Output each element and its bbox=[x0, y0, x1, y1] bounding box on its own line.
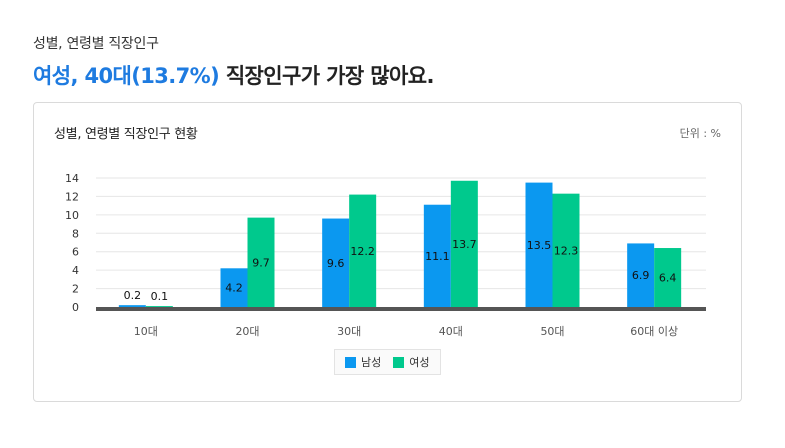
data-label: 4.2 bbox=[225, 282, 243, 295]
data-label: 6.9 bbox=[632, 269, 650, 282]
y-tick-label: 10 bbox=[65, 209, 79, 222]
legend-label-male: 남성 bbox=[361, 356, 382, 369]
data-label: 0.2 bbox=[124, 289, 142, 302]
data-label: 13.7 bbox=[452, 238, 477, 251]
y-tick-label: 2 bbox=[72, 283, 79, 296]
x-tick-label: 30대 bbox=[337, 325, 361, 338]
data-label: 11.1 bbox=[425, 250, 450, 263]
legend-swatch-male bbox=[345, 356, 356, 368]
bar-male bbox=[118, 305, 146, 307]
headline: 여성, 40대(13.7%) 직장인구가 가장 많아요. bbox=[33, 60, 434, 90]
bar-female bbox=[450, 180, 478, 307]
data-label: 9.7 bbox=[252, 256, 270, 269]
y-tick-label: 0 bbox=[72, 301, 79, 314]
bar-male bbox=[220, 268, 248, 307]
y-tick-label: 14 bbox=[65, 172, 79, 185]
x-tick-label: 60대 이상 bbox=[630, 325, 678, 338]
x-tick-label: 10대 bbox=[134, 325, 158, 338]
y-tick-label: 8 bbox=[72, 227, 79, 240]
headline-rest: 직장인구가 가장 많아요. bbox=[219, 64, 435, 88]
bar-male bbox=[627, 243, 655, 307]
data-label: 12.3 bbox=[554, 244, 579, 257]
x-axis-line bbox=[96, 307, 706, 311]
x-tick-label: 50대 bbox=[540, 325, 564, 338]
bar-female bbox=[654, 248, 682, 307]
unit-label: 단위 : % bbox=[679, 127, 721, 140]
y-tick-label: 6 bbox=[72, 246, 79, 259]
bar-male bbox=[322, 218, 350, 307]
bar-female bbox=[247, 217, 275, 307]
data-label: 6.4 bbox=[659, 272, 677, 285]
data-label: 13.5 bbox=[527, 239, 552, 252]
headline-highlight: 여성, 40대(13.7%) bbox=[33, 64, 220, 88]
legend-item-female[interactable]: 여성 bbox=[393, 354, 430, 370]
bar-chart: 0 2 4 6 8 10 12 14 0.2 0.1 10대 4.2 9.7 20대 9.6 12.2 30대 1… bbox=[65, 172, 706, 338]
legend-label-female: 여성 bbox=[409, 356, 430, 369]
section-title: 성별, 연령별 직장인구 bbox=[33, 36, 159, 52]
data-label: 12.2 bbox=[350, 245, 375, 258]
bar-female bbox=[349, 194, 377, 307]
data-label: 9.6 bbox=[327, 257, 345, 270]
chart-legend[interactable]: 남성 여성 bbox=[334, 349, 441, 375]
data-label: 0.1 bbox=[151, 290, 169, 303]
chart-title: 성별, 연령별 직장인구 현황 bbox=[54, 127, 198, 142]
bar-female bbox=[145, 306, 173, 308]
bar-female bbox=[552, 193, 580, 307]
chart-card: 성별, 연령별 직장인구 현황 단위 : % 0 2 4 6 8 10 12 14 0.2 0.1… bbox=[33, 102, 742, 402]
x-tick-label: 40대 bbox=[439, 325, 463, 338]
x-tick-label: 20대 bbox=[235, 325, 259, 338]
legend-item-male[interactable]: 남성 bbox=[345, 354, 381, 370]
y-tick-label: 12 bbox=[65, 190, 79, 203]
bar-male bbox=[423, 204, 451, 307]
bar-male bbox=[525, 182, 553, 307]
legend-swatch-female bbox=[393, 356, 405, 368]
y-tick-label: 4 bbox=[72, 264, 79, 277]
